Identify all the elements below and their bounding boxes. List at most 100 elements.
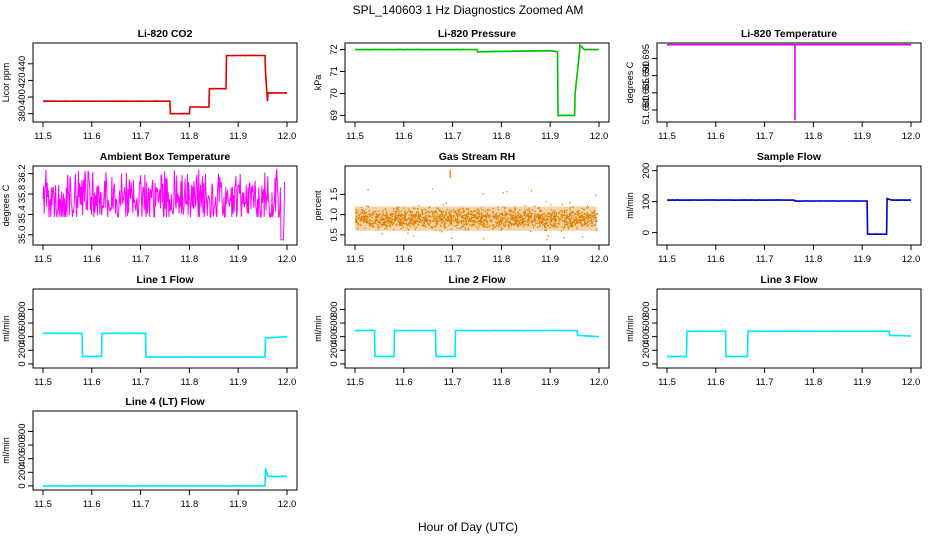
y-tick-label: 51.680 [641,95,652,124]
panel-5: Gas Stream RH 11.5 11.6 11.7 11.8 11.9 12.0 0.5… [313,151,610,265]
y-tick-label: 400 [17,89,28,105]
series-line [43,467,287,487]
x-tick-label: 11.6 [395,377,413,388]
x-tick-label: 11.6 [83,377,101,388]
x-tick-label: 11.6 [707,377,725,388]
y-tick-label: 440 [17,56,28,72]
panel-title: Li-820 Pressure [438,28,516,40]
y-axis-label: degrees C [625,61,635,103]
y-tick-label: 35.0 [17,226,28,245]
y-tick-label: 36.2 [17,164,28,183]
series-band [355,206,597,231]
x-tick-label: 11.9 [853,131,871,142]
y-axis-label: ml/min [313,315,323,342]
panel-1: Li-820 CO2 11.5 11.6 11.7 11.8 11.9 12.0 380400… [1,28,298,142]
x-tick-label: 11.9 [853,377,871,388]
x-tick-label: 11.7 [132,254,150,265]
y-tick-label: 51.695 [641,44,652,73]
x-tick-label: 11.6 [83,131,101,142]
series-line [355,43,599,117]
x-tick-label: 11.7 [444,254,462,265]
panel-title: Line 4 (LT) Flow [125,396,205,408]
series-line [667,197,911,235]
y-tick-label: 400 [17,329,28,345]
x-tick-label: 11.5 [346,377,364,388]
panel-title: Line 3 Flow [760,274,818,286]
y-axis-label: ml/min [625,192,635,219]
y-axis-label: Licor ppm [1,63,11,103]
y-tick-label: 0 [17,483,28,488]
x-tick-label: 11.9 [541,377,559,388]
panel-9: Line 3 Flow 11.5 11.6 11.7 11.8 11.9 12.0 0 2004… [625,274,922,388]
x-tick-label: 11.7 [756,377,774,388]
x-tick-label: 11.8 [493,131,511,142]
panel-frame [656,42,922,123]
y-axis-label: ml/min [625,315,635,342]
x-tick-label: 12.0 [278,499,297,510]
x-tick-label: 11.5 [34,131,52,142]
series-jitter [42,54,288,115]
y-tick-label: 400 [329,329,340,345]
series-jitter [42,332,288,359]
x-tick-label: 11.6 [707,254,725,265]
x-tick-label: 11.7 [132,131,150,142]
panel-frame [344,42,610,123]
x-tick-label: 12.0 [278,131,297,142]
x-tick-label: 11.7 [132,499,150,510]
y-tick-label: 600 [17,315,28,331]
series-jitter [354,329,600,358]
x-tick-label: 11.9 [229,254,247,265]
panel-4: Ambient Box Temperature 11.5 11.6 11.7 11.8 1… [1,151,298,265]
y-tick-label: 51.685 [641,78,652,107]
y-tick-label: 100 [641,194,652,210]
y-tick-label: 0 [641,361,652,366]
y-tick-label: 400 [641,329,652,345]
panel-10: Line 4 (LT) Flow 11.5 11.6 11.7 11.8 11.9 12.0… [1,396,298,510]
panel-6: Sample Flow 11.5 11.6 11.7 11.8 11.9 12.0 0 100 2… [625,151,922,265]
y-tick-label: 200 [641,163,652,179]
y-axis-label: ml/min [1,437,11,464]
y-tick-label: 800 [17,302,28,318]
y-tick-label: 600 [641,315,652,331]
x-tick-label: 11.8 [805,377,823,388]
series-line [667,330,912,358]
x-tick-label: 11.7 [756,131,774,142]
y-axis-label: kPa [313,75,323,91]
panel-2: Li-820 Pressure 11.5 11.6 11.7 11.8 11.9 12.0 6… [313,28,610,142]
y-tick-label: 70 [329,88,340,99]
x-tick-label: 11.5 [34,499,52,510]
x-tick-label: 11.8 [493,254,511,265]
series-jitter [666,198,911,236]
x-tick-label: 11.8 [493,377,511,388]
series-line [355,329,600,358]
y-tick-label: 600 [17,437,28,453]
panel-title: Sample Flow [757,151,822,163]
x-tick-label: 11.8 [181,131,199,142]
panel-frame [344,165,610,246]
x-tick-label: 12.0 [902,254,921,265]
panel-title: Li-820 Temperature [741,28,837,40]
series-line [42,168,286,241]
series-jitter [355,44,600,117]
x-tick-label: 12.0 [590,254,609,265]
x-tick-label: 11.8 [805,131,823,142]
y-tick-label: 0.5 [329,228,340,241]
x-tick-label: 11.7 [444,131,462,142]
y-tick-label: 35.8 [17,185,28,204]
panel-frame [344,288,610,369]
x-tick-label: 11.5 [346,254,364,265]
panel-frame [32,288,298,369]
x-tick-label: 11.8 [181,377,199,388]
x-tick-label: 12.0 [590,377,609,388]
x-tick-label: 11.9 [229,377,247,388]
x-tick-label: 11.5 [658,254,676,265]
series-points [355,170,598,241]
series-line [667,43,911,121]
x-tick-label: 11.5 [658,377,676,388]
y-tick-label: 69 [329,110,340,121]
y-tick-label: 380 [17,106,28,122]
y-axis-label: ml/min [1,315,11,342]
series-jitter [42,475,288,487]
y-tick-label: 600 [329,315,340,331]
